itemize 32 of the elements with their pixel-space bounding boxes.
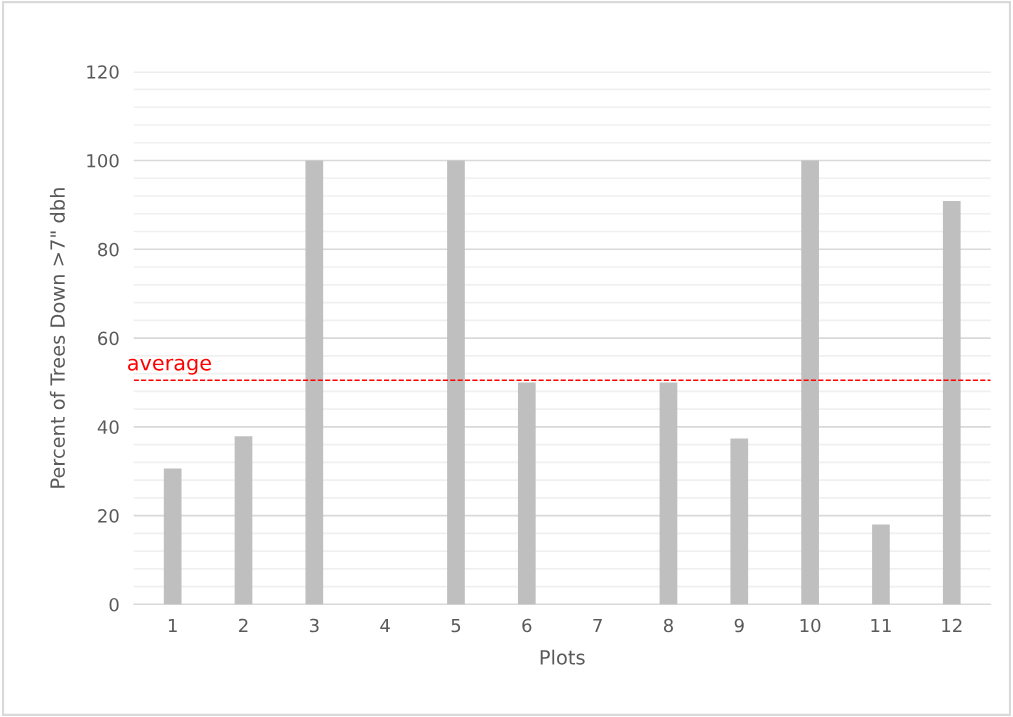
x-axis-title: Plots <box>540 649 585 665</box>
y-tick-label: 100 <box>87 153 119 168</box>
bar <box>305 160 324 605</box>
x-tick-label: 4 <box>380 618 390 633</box>
x-tick-label: 5 <box>451 618 461 633</box>
bar <box>801 160 819 605</box>
x-tick-label: 1 <box>168 618 177 633</box>
x-tick-label: 12 <box>942 618 962 633</box>
bar <box>163 468 182 605</box>
bar <box>517 382 536 605</box>
y-tick-label: 0 <box>109 597 119 612</box>
y-tick-label: 60 <box>98 331 119 346</box>
y-tick-label: 40 <box>97 420 119 434</box>
bar <box>234 436 253 605</box>
bar <box>447 160 465 605</box>
x-tick-label: 11 <box>871 618 891 633</box>
y-tick-label: 20 <box>98 509 119 523</box>
ref-line-label: average <box>128 358 211 375</box>
bar <box>872 524 890 605</box>
x-tick-label: 6 <box>522 618 532 633</box>
bar <box>730 438 749 605</box>
y-tick-label: 80 <box>98 242 119 257</box>
bar <box>659 382 678 605</box>
bar <box>942 200 961 605</box>
x-tick-label: 3 <box>309 618 319 633</box>
y-axis-title: Percent of Trees Down >7" dbh <box>49 188 65 488</box>
x-tick-label: 9 <box>734 618 744 633</box>
y-tick-label: 120 <box>87 65 119 79</box>
x-tick-label: 7 <box>593 618 602 633</box>
x-tick-label: 8 <box>663 618 673 633</box>
x-tick-label: 2 <box>239 618 248 633</box>
x-tick-label: 10 <box>800 618 821 633</box>
